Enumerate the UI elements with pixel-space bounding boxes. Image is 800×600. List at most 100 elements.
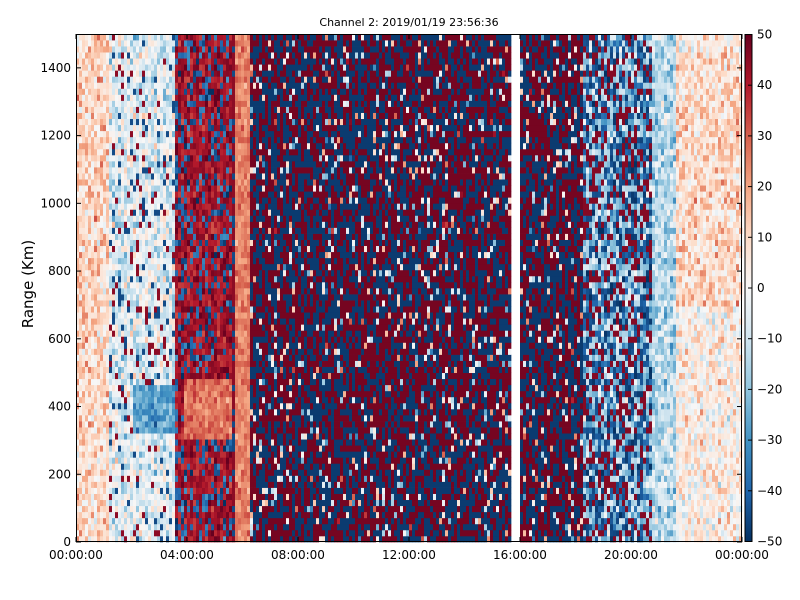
heat-cell: [226, 288, 230, 295]
heat-cell: [217, 58, 221, 65]
heat-cell: [121, 348, 125, 355]
heat-cell: [238, 112, 242, 120]
heat-cell: [214, 263, 218, 271]
heat-cell: [196, 330, 200, 337]
heat-cell: [130, 499, 134, 507]
heat-cell: [115, 215, 119, 222]
heat-cell: [238, 154, 242, 162]
heat-cell: [187, 118, 191, 126]
heat-cell: [148, 463, 152, 470]
heat-cell: [241, 76, 245, 83]
heat-cell: [175, 191, 179, 198]
heat-cell: [202, 499, 206, 507]
heat-cell: [208, 197, 212, 204]
heat-cell: [91, 318, 95, 325]
heat-cell: [154, 148, 158, 156]
heat-cell: [112, 118, 116, 126]
heat-cell: [181, 173, 185, 180]
heat-cell: [241, 167, 245, 174]
heat-cell: [109, 294, 113, 301]
heat-cell: [166, 64, 170, 71]
heat-cell: [214, 415, 218, 422]
heat-cell: [190, 354, 194, 361]
heat-cell: [187, 312, 191, 319]
heat-cell: [190, 94, 194, 101]
heat-cell: [124, 100, 128, 107]
heat-cell: [85, 124, 89, 132]
heat-cell: [148, 427, 152, 434]
heat-cell: [160, 408, 164, 416]
heat-cell: [217, 34, 221, 41]
heat-cell: [217, 427, 221, 434]
heat-cell: [121, 281, 125, 289]
heat-cell: [103, 46, 107, 53]
heat-cell: [85, 499, 89, 507]
heat-cell: [118, 529, 122, 537]
heat-cell: [250, 354, 254, 361]
heat-cell: [136, 251, 140, 259]
heat-cell: [241, 324, 245, 331]
heat-cell: [133, 517, 137, 525]
heat-cell: [124, 390, 128, 398]
heat-cell: [196, 46, 200, 53]
heat-cell: [169, 324, 173, 331]
heat-cell: [127, 415, 131, 422]
heat-cell: [181, 523, 185, 531]
heat-cell: [109, 118, 113, 126]
heat-cell: [79, 427, 83, 434]
heat-cell: [136, 154, 140, 162]
heat-cell: [88, 475, 92, 482]
heat-cell: [181, 209, 185, 216]
heat-cell: [208, 221, 212, 228]
heat-cell: [88, 112, 92, 120]
heat-cell: [109, 330, 113, 337]
heat-cell: [187, 215, 191, 222]
heat-cell: [85, 173, 89, 180]
heat-cell: [121, 384, 125, 392]
heat-cell: [172, 82, 176, 89]
heat-cell: [229, 142, 233, 150]
heat-cell: [106, 433, 110, 440]
heat-cell: [211, 402, 215, 410]
heat-cell: [85, 100, 89, 107]
heat-cell: [190, 82, 194, 89]
heat-cell: [85, 40, 89, 47]
heat-cell: [157, 294, 161, 301]
heat-cell: [217, 390, 221, 398]
heat-cell: [88, 493, 92, 501]
heat-cell: [136, 82, 140, 89]
heat-cell: [160, 130, 164, 138]
heat-cell: [241, 463, 245, 470]
heat-cell: [196, 82, 200, 89]
heat-cell: [76, 421, 80, 428]
heat-cell: [169, 245, 173, 253]
heat-cell: [169, 70, 173, 77]
heat-cell: [85, 360, 89, 367]
heat-cell: [190, 324, 194, 331]
heat-cell: [166, 203, 170, 210]
heat-cell: [91, 535, 95, 543]
heat-cell: [184, 203, 188, 210]
heat-cell: [160, 384, 164, 392]
heat-cell: [172, 94, 176, 101]
heat-cell: [121, 136, 125, 144]
heat-cell: [193, 481, 197, 488]
heat-cell: [217, 281, 221, 289]
heat-cell: [142, 239, 146, 247]
heat-cell: [238, 88, 242, 95]
heat-cell: [208, 82, 212, 89]
heat-cell: [106, 487, 110, 494]
heat-cell: [244, 318, 248, 325]
heat-cell: [238, 300, 242, 307]
heat-cell: [232, 203, 236, 210]
heat-cell: [178, 239, 182, 247]
heat-cell: [181, 390, 185, 398]
heat-cell: [169, 227, 173, 234]
heat-cell: [172, 148, 176, 156]
heat-cell: [142, 76, 146, 83]
heat-cell: [97, 124, 101, 132]
heat-cell: [235, 58, 239, 65]
heat-cell: [217, 300, 221, 307]
heat-cell: [250, 433, 254, 440]
heat-cell: [208, 451, 212, 458]
